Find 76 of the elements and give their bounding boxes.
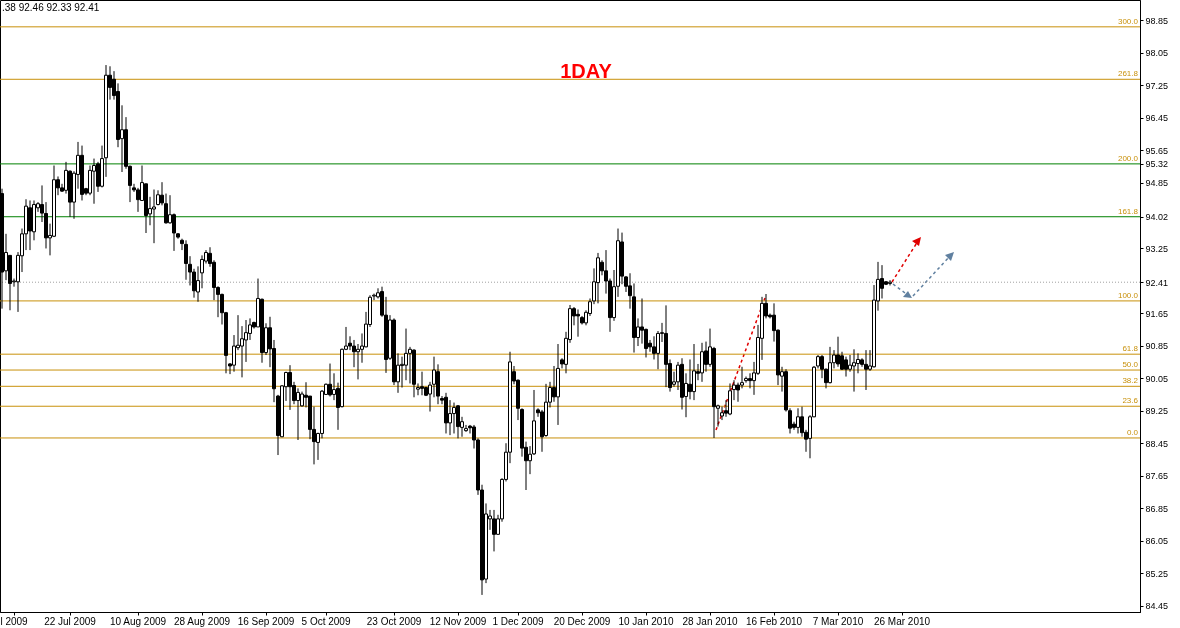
y-tick-label: 97.25	[1145, 80, 1169, 91]
candlestick	[828, 346, 832, 384]
y-tick-label: 91.65	[1145, 308, 1169, 319]
y-tick-label: 87.65	[1145, 471, 1169, 482]
x-tick-label: 20 Dec 2009	[553, 615, 611, 627]
x-tick-label: 22 Jul 2009	[44, 615, 97, 627]
x-tick-label: 28 Jan 2010	[682, 615, 738, 627]
y-tick-label: 95.32	[1145, 159, 1169, 170]
candlestick	[456, 404, 460, 439]
y-tick-label: 88.45	[1145, 438, 1169, 449]
candlestick	[688, 358, 692, 400]
candlestick	[288, 364, 292, 411]
y-tick-label: 89.25	[1145, 406, 1169, 417]
y-tick-label: 94.85	[1145, 178, 1169, 189]
candlestick	[836, 336, 840, 368]
x-tick-label: l 2009	[0, 615, 29, 627]
candlestick	[448, 399, 452, 436]
x-tick-label: 10 Aug 2009	[109, 615, 167, 627]
x-tick-label: 10 Jan 2010	[618, 615, 674, 627]
candlestick	[492, 509, 496, 552]
annotation: 50.0	[1122, 360, 1139, 370]
y-tick-label: 84.45	[1145, 601, 1169, 612]
candlestick	[692, 343, 696, 401]
candlestick	[748, 372, 752, 389]
candlestick	[400, 356, 404, 389]
candlestick	[28, 199, 32, 251]
annotation: 61.8	[1122, 344, 1139, 354]
y-tick-label: 86.85	[1145, 503, 1169, 514]
annotation: 0.0	[1126, 427, 1139, 437]
annotation: 300.0	[1117, 16, 1139, 26]
candlestick	[328, 363, 332, 397]
text: 1DAY	[560, 60, 613, 82]
y-tick-label: 85.25	[1145, 568, 1169, 579]
candlestick	[652, 335, 656, 360]
y-tick-label: 95.65	[1145, 145, 1169, 156]
candlestick	[420, 371, 424, 396]
annotation: .38 92.46 92.33 92.41	[2, 2, 100, 13]
annotation: 23.6	[1122, 396, 1139, 406]
candlestick	[296, 387, 300, 441]
annotation: 100.0	[1117, 290, 1139, 300]
y-tick-label: 86.05	[1145, 536, 1169, 547]
x-tick-label: 12 Nov 2009	[429, 615, 487, 627]
candlestick	[576, 308, 580, 338]
candlestick	[92, 158, 96, 205]
y-tick-label: 94.02	[1145, 212, 1169, 223]
x-tick-label: 28 Aug 2009	[173, 615, 231, 627]
candlestick	[452, 402, 456, 434]
y-tick-label: 96.45	[1145, 113, 1169, 124]
y-tick-label: 90.05	[1145, 373, 1169, 384]
candlestick	[864, 349, 868, 391]
annotation: 38.2	[1122, 376, 1139, 386]
y-tick-label: 98.05	[1145, 48, 1169, 59]
candlestick	[796, 407, 800, 434]
candlestick	[184, 239, 188, 281]
candlestick	[728, 382, 732, 416]
candlestick	[852, 348, 856, 393]
candlestick	[640, 297, 644, 345]
x-tick-label: 5 Oct 2009	[301, 615, 351, 627]
x-tick-label: 1 Dec 2009	[492, 615, 545, 627]
x-tick-label: 26 Mar 2010	[873, 615, 931, 627]
annotation: 261.8	[1117, 69, 1139, 79]
x-tick-label: 23 Oct 2009	[366, 615, 422, 627]
candlestick	[888, 279, 892, 286]
annotation: 161.8	[1117, 206, 1139, 216]
y-tick-label: 92.41	[1145, 277, 1169, 288]
candlestick	[152, 189, 156, 244]
y-tick-label: 98.85	[1145, 15, 1169, 26]
x-tick-label: 16 Sep 2009	[237, 615, 295, 627]
x-tick-label: 7 Mar 2010	[812, 615, 864, 627]
y-tick-label: 90.85	[1145, 341, 1169, 352]
candlestick	[552, 365, 556, 403]
candlestick	[700, 342, 704, 383]
x-tick-label: 16 Feb 2010	[745, 615, 803, 627]
y-tick-label: 93.25	[1145, 243, 1169, 254]
annotation: 200.0	[1117, 153, 1139, 163]
candlestick	[844, 356, 848, 378]
